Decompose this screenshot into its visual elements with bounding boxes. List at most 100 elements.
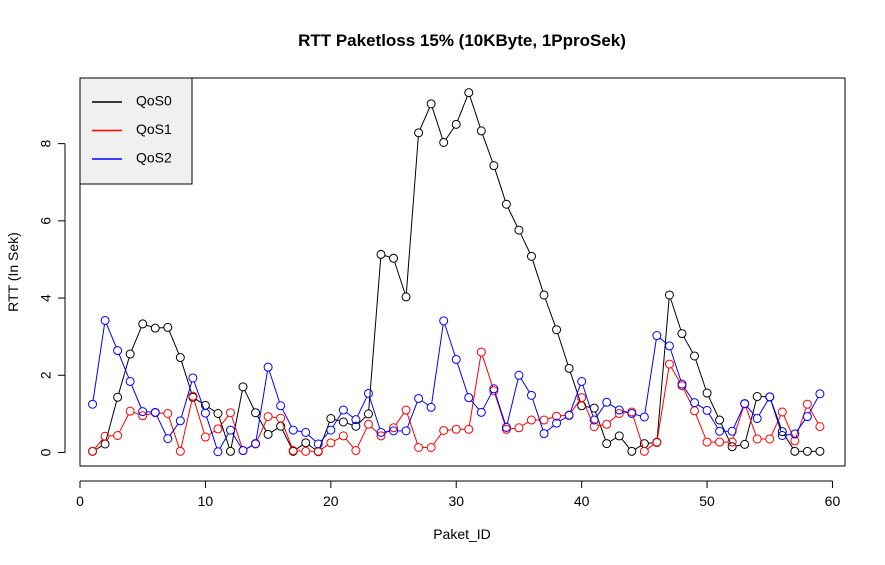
data-point-qos2: [677, 379, 687, 389]
data-point-qos0: [301, 438, 311, 448]
data-point-qos1: [200, 432, 210, 442]
series-qos2-segment: [131, 384, 142, 409]
series-qos2-segment: [193, 381, 205, 410]
data-point-qos2: [401, 426, 411, 436]
series-qos0-segment: [457, 96, 468, 121]
series-qos2-segment: [609, 403, 617, 409]
data-point-qos0: [389, 253, 399, 263]
data-point-qos0: [338, 417, 348, 427]
series-qos1-segment: [220, 415, 229, 427]
data-point-qos1: [514, 423, 524, 433]
series-qos1-segment: [522, 421, 529, 427]
data-point-qos2: [602, 397, 612, 407]
y-tick-label: 8: [38, 140, 54, 148]
series-qos2-segment: [357, 396, 368, 417]
legend-label-qos2: QoS2: [136, 150, 172, 166]
series-qos2-segment: [332, 413, 342, 427]
x-tick-label: 60: [825, 493, 841, 509]
series-qos2-segment: [520, 378, 530, 393]
series-qos0-segment: [695, 359, 707, 390]
series-qos2-segment: [796, 419, 806, 432]
data-point-qos0: [464, 88, 474, 98]
series-qos0-segment: [195, 399, 203, 404]
y-tick-label: 2: [38, 371, 54, 379]
series-qos0-segment: [281, 429, 292, 448]
data-point-qos0: [690, 351, 700, 361]
data-point-qos0: [614, 431, 624, 441]
data-point-qos2: [777, 431, 787, 441]
data-point-qos2: [464, 393, 474, 403]
series-qos0-segment: [208, 407, 215, 412]
data-point-qos2: [426, 402, 436, 412]
series-qos2-segment: [758, 400, 769, 416]
data-point-qos2: [552, 418, 562, 428]
data-point-qos1: [401, 405, 411, 415]
data-point-qos2: [414, 393, 424, 403]
data-point-qos1: [213, 424, 223, 434]
series-qos2-segment: [635, 414, 641, 417]
data-point-qos0: [263, 429, 273, 439]
data-point-qos1: [589, 422, 599, 432]
series-qos2-segment: [282, 409, 292, 427]
series-qos1-segment: [510, 427, 516, 430]
series-qos2-segment: [506, 379, 519, 424]
data-point-qos1: [163, 408, 173, 418]
series-qos2-segment: [494, 392, 506, 424]
data-point-qos2: [225, 425, 235, 435]
data-point-qos2: [802, 412, 812, 422]
data-point-qos0: [476, 126, 486, 136]
series-qos1-segment: [609, 415, 617, 423]
series-qos0-segment: [609, 437, 617, 442]
data-point-qos2: [664, 341, 674, 351]
data-point-qos2: [276, 401, 286, 411]
series-qos0-segment: [118, 357, 130, 394]
data-point-qos1: [313, 446, 323, 456]
data-point-qos2: [238, 446, 248, 456]
series-qos0-segment: [585, 406, 591, 408]
data-point-qos2: [690, 398, 700, 408]
plot-area: [88, 88, 825, 457]
data-point-qos2: [200, 408, 210, 418]
series-qos2-segment: [546, 425, 554, 432]
data-point-qos2: [213, 447, 223, 457]
data-point-qos2: [338, 405, 348, 415]
series-qos2-segment: [297, 430, 302, 433]
x-tick-label: 50: [699, 493, 715, 509]
data-point-qos1: [301, 446, 311, 456]
data-point-qos1: [552, 411, 562, 421]
series-qos1-segment: [334, 437, 341, 442]
data-point-qos2: [113, 346, 123, 356]
series-qos1-segment: [695, 414, 707, 439]
series-qos2-segment: [644, 339, 657, 414]
data-point-qos1: [326, 438, 336, 448]
series-qos0-segment: [557, 333, 569, 365]
data-point-qos0: [489, 161, 499, 171]
data-point-qos0: [727, 442, 737, 452]
series-qos1-segment: [571, 400, 580, 413]
series-qos1-segment: [482, 355, 494, 388]
series-qos2-segment: [444, 324, 456, 356]
data-point-qos1: [802, 399, 812, 409]
series-qos2: [88, 315, 825, 457]
data-point-qos1: [752, 434, 762, 444]
data-point-qos2: [526, 390, 536, 400]
series-qos1-segment: [321, 444, 328, 450]
series-qos0-segment: [257, 415, 267, 432]
series-qos1-segment: [345, 438, 354, 448]
data-point-qos1: [577, 393, 587, 403]
series-qos0-segment: [146, 324, 152, 328]
data-point-qos1: [376, 431, 386, 441]
data-point-qos1: [777, 407, 787, 417]
data-point-qos1: [288, 446, 298, 456]
data-point-qos1: [100, 431, 110, 441]
data-point-qos2: [489, 384, 499, 394]
series-qos2-segment: [659, 337, 667, 344]
data-point-qos1: [690, 406, 700, 416]
series-qos0-segment: [319, 422, 330, 449]
data-point-qos2: [614, 405, 624, 415]
data-point-qos0: [664, 290, 674, 300]
series-qos1-segment: [433, 433, 442, 445]
series-qos2-segment: [180, 381, 193, 418]
series-qos1-segment: [795, 407, 807, 438]
data-point-qos2: [652, 331, 662, 341]
